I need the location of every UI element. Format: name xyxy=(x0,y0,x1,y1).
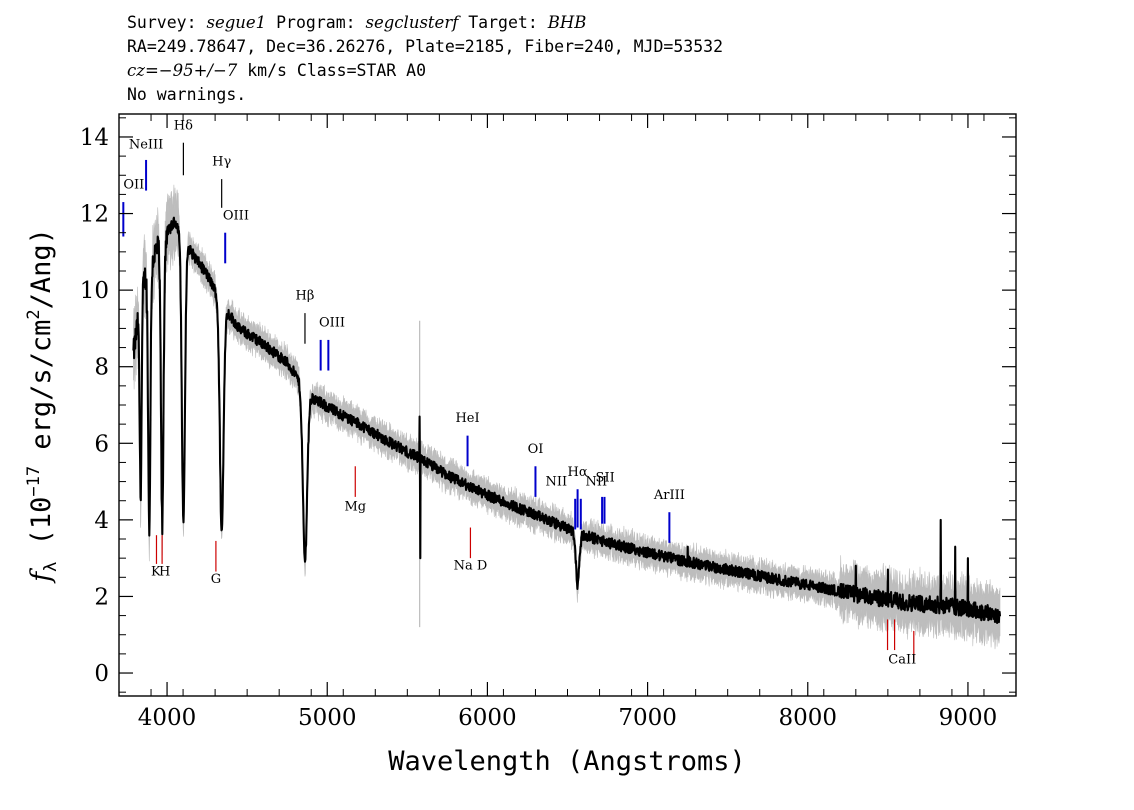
x-tick-label: 9000 xyxy=(939,705,998,731)
y-tick-label: 6 xyxy=(94,431,109,457)
header-line-survey: Survey: segue1 Program: segclusterf Targ… xyxy=(127,13,586,33)
line-label: Hγ xyxy=(212,155,231,170)
y-tick-label: 10 xyxy=(80,278,109,304)
line-label: SII xyxy=(596,471,615,486)
line-label: OII xyxy=(123,178,144,193)
line-label: Hα xyxy=(568,465,588,480)
line-label: Hδ xyxy=(174,118,193,133)
program-value: segclusterf xyxy=(365,13,459,32)
cz-value: =−95+/−7 xyxy=(144,61,238,80)
target-value: BHB xyxy=(547,13,587,32)
flux-line xyxy=(132,216,1002,625)
x-axis-label: Wavelength (Angstroms) xyxy=(388,746,746,777)
header-line-coords: RA=249.78647, Dec=36.26276, Plate=2185, … xyxy=(127,37,724,56)
target-label: Target: xyxy=(458,13,548,32)
survey-label: Survey: xyxy=(127,13,207,32)
y-axis-exp: −17 xyxy=(24,466,44,497)
line-label: ArIII xyxy=(653,488,685,503)
y-tick-label: 8 xyxy=(94,355,109,381)
y-axis-post: /Ang) xyxy=(26,228,57,309)
line-label: NeIII xyxy=(129,137,163,152)
line-label: OIII xyxy=(319,316,345,331)
y-axis-mid: erg/s/cm xyxy=(26,320,57,466)
y-axis-label: fλ (10−17 erg/s/cm2/Ang) xyxy=(24,228,61,584)
y-axis-subscript: λ xyxy=(41,562,61,572)
error-band xyxy=(133,184,1001,650)
cz-rest: km/s Class=STAR A0 xyxy=(237,61,427,80)
survey-value: segue1 xyxy=(206,13,267,32)
y-tick-label: 14 xyxy=(80,125,109,151)
line-label: NII xyxy=(586,474,608,489)
line-label: H xyxy=(159,564,170,579)
line-label: G xyxy=(211,572,221,587)
x-tick-label: 7000 xyxy=(618,705,677,731)
x-tick-label: 5000 xyxy=(298,705,357,731)
x-tick-label: 6000 xyxy=(458,705,517,731)
y-axis-exp2: 2 xyxy=(24,309,44,319)
header-line-redshift: cz=−95+/−7 km/s Class=STAR A0 xyxy=(127,61,426,81)
y-tick-label: 2 xyxy=(94,584,109,610)
y-tick-label: 4 xyxy=(94,508,109,534)
line-label: Mg xyxy=(344,499,366,514)
x-tick-label: 4000 xyxy=(138,705,197,731)
program-label: Program: xyxy=(266,13,366,32)
y-tick-label: 0 xyxy=(94,661,109,687)
line-label: Na D xyxy=(454,559,488,574)
line-label: OIII xyxy=(223,208,249,223)
line-label: HeI xyxy=(455,411,479,426)
line-label: K xyxy=(151,564,161,579)
y-axis-pre: (10 xyxy=(26,497,57,562)
line-label: OI xyxy=(528,442,544,457)
line-label: CaII xyxy=(888,652,916,667)
y-tick-label: 12 xyxy=(80,202,109,228)
line-label: NII xyxy=(545,474,567,489)
cz-label: cz xyxy=(127,61,145,80)
x-tick-label: 8000 xyxy=(778,705,837,731)
header-line-warnings: No warnings. xyxy=(127,85,247,104)
line-label: Hβ xyxy=(296,289,315,304)
